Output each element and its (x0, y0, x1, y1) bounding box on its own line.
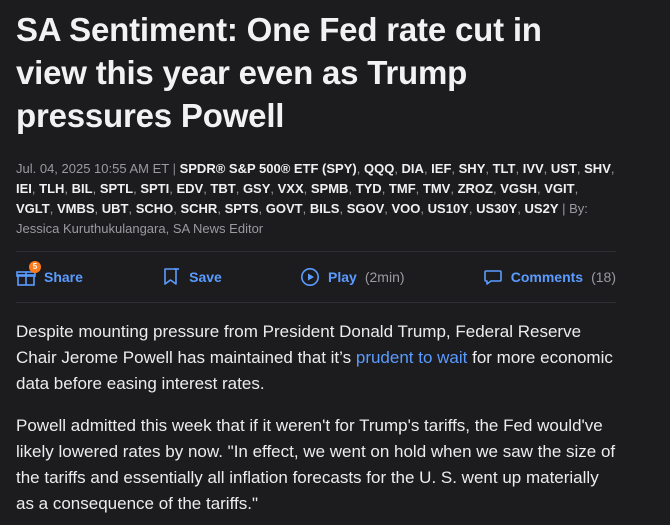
ticker-list: SPDR® S&P 500® ETF (SPY), QQQ, DIA, IEF,… (16, 161, 615, 216)
ticker-link[interactable]: TBT (210, 181, 236, 196)
ticker-link[interactable]: SPDR® S&P 500® ETF (SPY) (179, 161, 357, 176)
share-label: Share (44, 269, 83, 285)
ticker-link[interactable]: EDV (176, 181, 204, 196)
article-byline: | By: Jessica Kuruthukulangara, SA News … (16, 201, 588, 236)
ticker-link[interactable]: ZROZ (457, 181, 493, 196)
ticker-link[interactable]: IVV (522, 161, 544, 176)
paragraph-text: for more economic data before easing int… (16, 348, 613, 393)
ticker-link[interactable]: SPTS (224, 201, 259, 216)
comments-label: Comments (510, 269, 584, 285)
ticker-link[interactable]: TLT (492, 161, 516, 176)
comment-icon (483, 267, 503, 287)
article-meta: Jul. 04, 2025 10:55 AM ET | SPDR® S&P 50… (16, 159, 616, 239)
ticker-link[interactable]: SGOV (346, 201, 385, 216)
comments-count: (18) (591, 269, 616, 285)
ticker-link[interactable]: VGSH (500, 181, 538, 196)
ticker-link[interactable]: SCHO (135, 201, 174, 216)
article: SA Sentiment: One Fed rate cut in view t… (16, 11, 616, 517)
ticker-link[interactable]: SCHR (180, 201, 218, 216)
ticker-link[interactable]: SHV (584, 161, 611, 176)
ticker-link[interactable]: UBT (101, 201, 129, 216)
ticker-link[interactable]: DIA (401, 161, 424, 176)
ticker-link[interactable]: IEI (16, 181, 32, 196)
ticker-link[interactable]: VXX (277, 181, 304, 196)
play-icon (300, 267, 320, 287)
ticker-link[interactable]: TMV (422, 181, 451, 196)
ticker-link[interactable]: SPMB (310, 181, 349, 196)
paragraph: Despite mounting pressure from President… (16, 319, 616, 397)
action-bar: 5 Share Save Play (2min) (16, 251, 616, 303)
comments-button[interactable]: Comments (18) (483, 267, 616, 287)
play-label: Play (328, 269, 357, 285)
ticker-link[interactable]: US10Y (427, 201, 469, 216)
meta-separator: | (168, 161, 180, 176)
ticker-link[interactable]: GOVT (265, 201, 303, 216)
play-button[interactable]: Play (2min) (300, 267, 405, 287)
bookmark-icon (161, 267, 181, 287)
ticker-link[interactable]: SPTL (99, 181, 134, 196)
prudent-to-wait-link[interactable]: prudent to wait (355, 348, 468, 367)
ticker-link[interactable]: SHY (458, 161, 486, 176)
ticker-link[interactable]: BILS (309, 201, 340, 216)
save-label: Save (189, 269, 222, 285)
ticker-link[interactable]: GSY (242, 181, 271, 196)
ticker-link[interactable]: TYD (355, 181, 382, 196)
paragraph: Powell admitted this week that if it wer… (16, 416, 616, 513)
ticker-link[interactable]: VGIT (544, 181, 575, 196)
ticker-link[interactable]: SPTI (140, 181, 170, 196)
ticker-link[interactable]: BIL (71, 181, 93, 196)
share-button[interactable]: 5 Share (16, 261, 83, 287)
share-badge: 5 (29, 261, 41, 273)
ticker-link[interactable]: IEF (431, 161, 452, 176)
ticker-link[interactable]: TLH (39, 181, 65, 196)
article-body: Despite mounting pressure from President… (16, 319, 616, 517)
ticker-link[interactable]: VGLT (16, 201, 50, 216)
ticker-link[interactable]: VMBS (56, 201, 95, 216)
ticker-link[interactable]: UST (550, 161, 577, 176)
paragraph-text: Despite mounting pressure from President… (16, 322, 582, 367)
ticker-link[interactable]: US2Y (524, 201, 559, 216)
gift-icon: 5 (16, 261, 41, 287)
ticker-link[interactable]: VOO (391, 201, 421, 216)
save-button[interactable]: Save (161, 267, 222, 287)
play-duration: (2min) (364, 269, 405, 285)
ticker-link[interactable]: US30Y (476, 201, 518, 216)
ticker-link[interactable]: TMF (388, 181, 416, 196)
article-date: Jul. 04, 2025 10:55 AM ET (16, 161, 169, 176)
ticker-link[interactable]: QQQ (363, 161, 395, 176)
article-title: SA Sentiment: One Fed rate cut in view t… (16, 11, 542, 134)
